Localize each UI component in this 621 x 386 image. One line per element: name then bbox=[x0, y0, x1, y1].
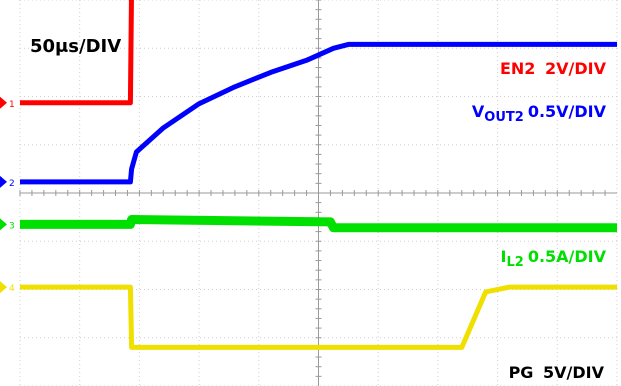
il2-label: IL2 0.5A/DIV bbox=[501, 247, 607, 270]
il2-channel-marker bbox=[0, 218, 7, 231]
il2-trace bbox=[20, 215, 617, 233]
channel-marker-group: 1 2 3 4 bbox=[0, 96, 15, 294]
timebase-label: 50μs/DIV bbox=[30, 36, 121, 57]
plot-grid bbox=[19, 0, 618, 386]
en2-channel-number: 1 bbox=[9, 100, 15, 110]
trace-group bbox=[20, 0, 617, 350]
vout2-channel-number: 2 bbox=[9, 179, 15, 189]
pg-channel-marker bbox=[0, 281, 7, 294]
vout2-label: VOUT2 0.5V/DIV bbox=[472, 102, 607, 125]
il2-channel-number: 3 bbox=[9, 221, 15, 231]
pg-label: PG 5V/DIV bbox=[509, 363, 605, 382]
vout2-trace bbox=[20, 41, 617, 185]
en2-channel-marker bbox=[0, 96, 7, 109]
pg-trace bbox=[20, 284, 617, 350]
en2-trace bbox=[20, 0, 134, 106]
vout2-channel-marker bbox=[0, 175, 7, 188]
pg-channel-number: 4 bbox=[9, 284, 15, 294]
en2-label: EN2 2V/DIV bbox=[500, 59, 607, 78]
